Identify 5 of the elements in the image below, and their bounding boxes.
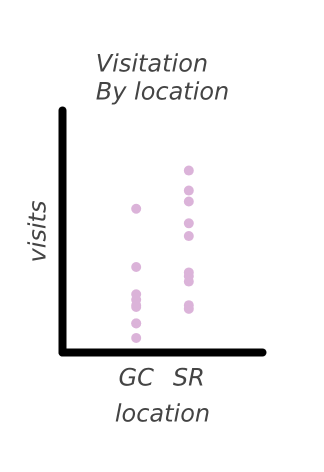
x-tick-label: GC [118, 364, 154, 392]
y-axis-title: visits [24, 200, 52, 262]
x-tick-label: SR [172, 364, 205, 392]
x-axis-title: location [114, 400, 210, 428]
chart-title: Visitation By location [96, 50, 230, 106]
